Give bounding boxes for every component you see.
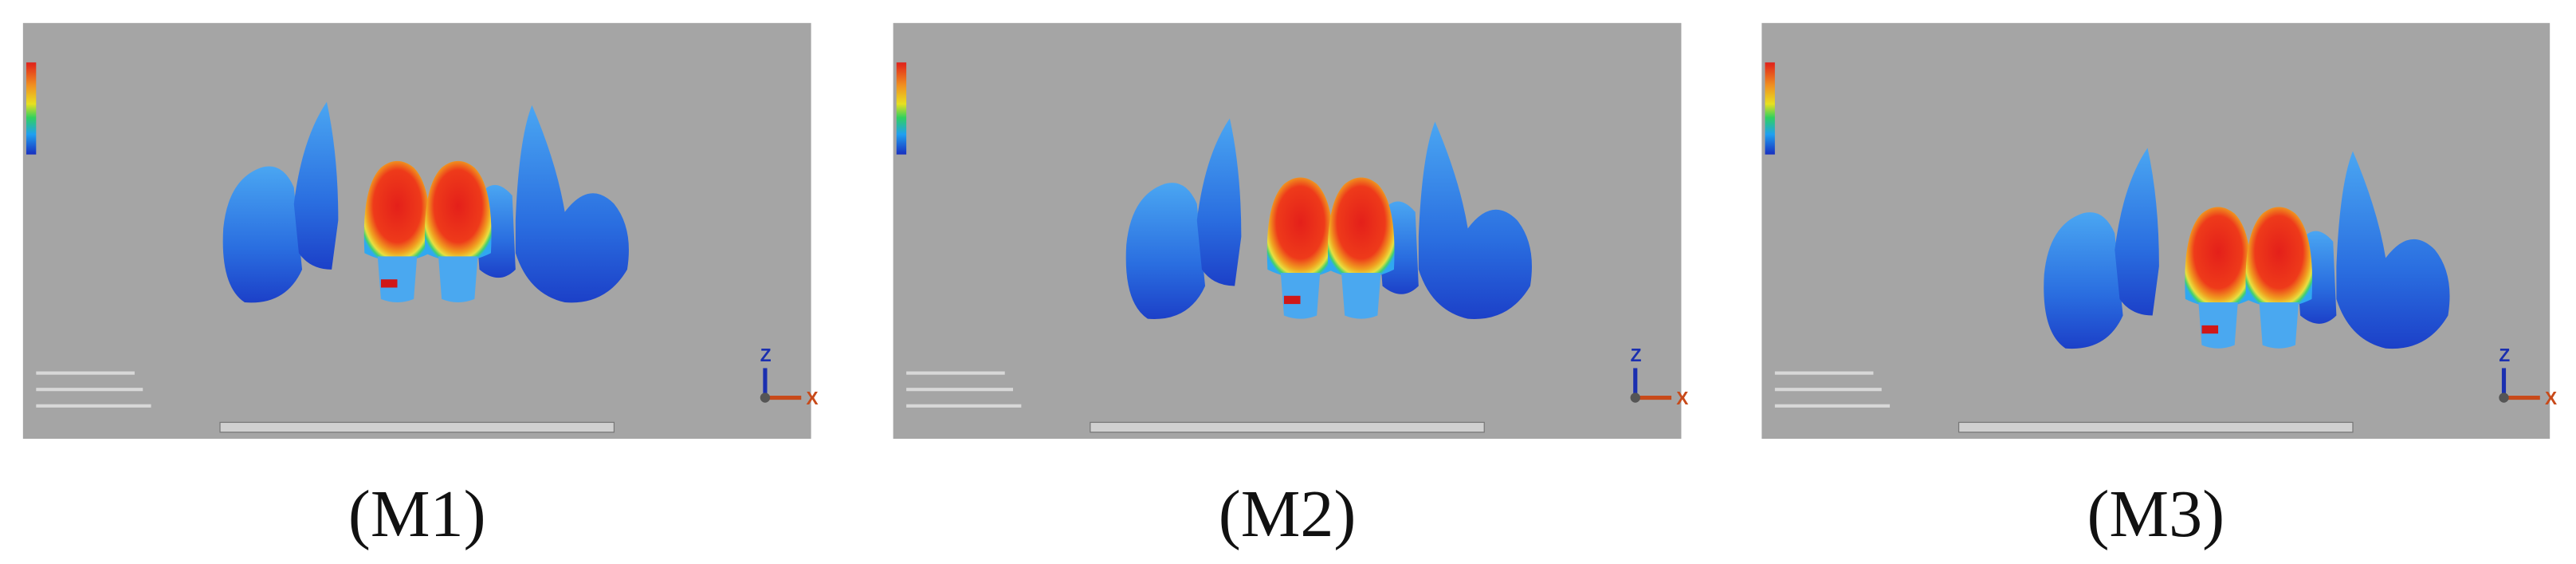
model: [2044, 148, 2450, 349]
tooth: [222, 166, 303, 303]
tooth: [515, 105, 629, 303]
info-text-line: [36, 404, 151, 408]
caption: (M2): [1219, 477, 1357, 551]
crown: [2185, 207, 2252, 308]
tooth: [293, 101, 339, 270]
color-legend: [1765, 62, 1775, 155]
scale-bar: [1958, 421, 2354, 433]
z-label: Z: [1631, 345, 1642, 365]
axis-triad: ZX: [1630, 345, 1688, 408]
model: [222, 101, 629, 303]
model: [1125, 118, 1532, 319]
x-label: X: [806, 388, 818, 408]
color-legend: [896, 62, 907, 155]
color-legend: [26, 62, 37, 155]
tooth: [1196, 118, 1242, 286]
crown: [1327, 177, 1395, 278]
max-marker: [2201, 325, 2219, 334]
caption: (M1): [348, 477, 486, 551]
info-text-line: [36, 371, 135, 375]
scale-bar: [1090, 421, 1485, 433]
tooth: [2115, 148, 2159, 316]
max-marker: [380, 279, 398, 288]
root: [2259, 302, 2299, 349]
panel: ZX: [1761, 22, 2557, 440]
x-label: X: [2545, 388, 2557, 408]
root: [1341, 272, 1381, 319]
caption: (M3): [2087, 477, 2225, 551]
panel: ZX: [22, 22, 819, 440]
info-text-line: [36, 388, 143, 392]
info-text-line: [1774, 404, 1891, 408]
origin: [2499, 392, 2509, 403]
crown: [363, 160, 431, 262]
origin: [760, 392, 771, 403]
info-text-line: [1774, 371, 1874, 375]
max-marker: [1283, 295, 1301, 305]
tooth: [2336, 151, 2450, 349]
axis-triad: ZX: [760, 345, 819, 408]
panel: ZX: [893, 22, 1688, 440]
z-label: Z: [2499, 345, 2510, 365]
axis-triad: ZX: [2499, 345, 2557, 408]
tooth: [1418, 121, 1532, 319]
scale-bar: [219, 421, 615, 433]
crown: [1266, 177, 1334, 278]
info-text-line: [1774, 388, 1882, 392]
tooth: [2044, 212, 2123, 349]
info-text-line: [906, 371, 1005, 375]
info-text-line: [906, 388, 1014, 392]
origin: [1630, 392, 1640, 403]
crown: [424, 160, 492, 262]
z-label: Z: [760, 345, 772, 365]
tooth: [1125, 183, 1206, 319]
x-label: X: [1676, 388, 1688, 408]
info-text-line: [906, 404, 1022, 408]
root: [1280, 272, 1321, 319]
crown: [2245, 207, 2313, 308]
root: [438, 256, 478, 303]
